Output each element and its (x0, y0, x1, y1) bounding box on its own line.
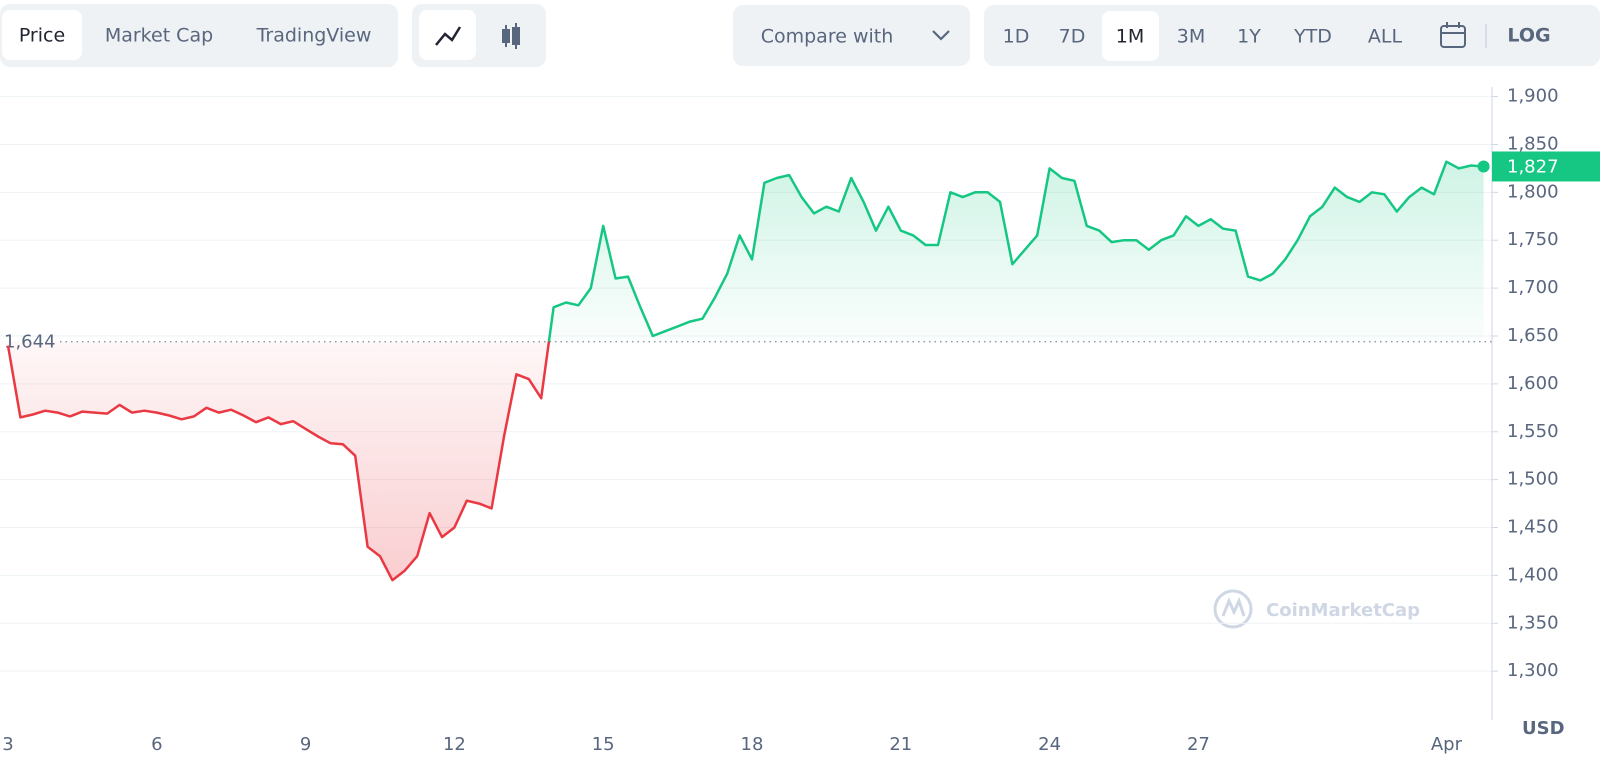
tab[interactable]: Price (19, 25, 65, 47)
x-tick-label: 27 (1187, 734, 1210, 755)
last-point (1477, 160, 1490, 173)
watermark-logo (1213, 589, 1253, 629)
unit-label: USD (1522, 718, 1565, 739)
x-tick-label: Apr (1431, 734, 1463, 755)
log-button[interactable]: LOG (1507, 25, 1550, 47)
y-tick-label: 1,750 (1507, 229, 1559, 250)
tab[interactable]: TradingView (256, 25, 372, 47)
chevron (932, 30, 950, 41)
x-tick-label: 6 (151, 734, 162, 755)
x-tick-label: 3 (2, 734, 13, 755)
compare-label[interactable]: Compare with (761, 26, 894, 48)
y-tick-label: 1,900 (1507, 86, 1559, 107)
x-tick-label: 18 (741, 734, 764, 755)
range-button[interactable]: ALL (1368, 26, 1403, 48)
x-tick-label: 9 (300, 734, 311, 755)
x-tick-label: 24 (1038, 734, 1061, 755)
candle-icon[interactable] (502, 23, 520, 49)
line-icon (435, 26, 462, 46)
tab[interactable]: Market Cap (105, 25, 213, 47)
calendar-icon[interactable] (1440, 22, 1466, 48)
y-tick-label: 1,550 (1507, 421, 1559, 442)
y-tick-label: 1,800 (1507, 181, 1559, 202)
price-tag-label: 1,827 (1507, 156, 1559, 177)
range-active (1102, 11, 1159, 61)
y-tick-label: 1,500 (1507, 469, 1559, 490)
area (8, 161, 1484, 581)
y-tick-label: 1,600 (1507, 373, 1559, 394)
x-tick-label: 15 (592, 734, 615, 755)
y-tick-label: 1,350 (1507, 612, 1559, 633)
y-tick-label: 1,450 (1507, 517, 1559, 538)
range-button[interactable]: 1Y (1237, 26, 1261, 48)
price-tag (1492, 151, 1600, 182)
range-button[interactable]: 3M (1177, 26, 1205, 48)
tab-active (2, 10, 82, 60)
range-button[interactable]: 1M (1116, 26, 1144, 48)
price-line (6, 160, 1484, 582)
x-tick-label: 21 (889, 734, 912, 755)
tab-group (0, 4, 398, 67)
baseline-label: 1,644 (4, 332, 56, 353)
y-tick-label: 1,400 (1507, 564, 1559, 585)
y-tick-label: 1,700 (1507, 277, 1559, 298)
compare-box[interactable] (733, 5, 970, 66)
range-button[interactable]: 7D (1059, 26, 1086, 48)
y-tick-label: 1,300 (1507, 660, 1559, 681)
x-tick-label: 12 (443, 734, 466, 755)
watermark: CoinMarketCap (1266, 600, 1420, 621)
y-tick-label: 1,850 (1507, 133, 1559, 154)
y-tick-label: 1,650 (1507, 325, 1559, 346)
range-button[interactable]: 1D (1003, 26, 1030, 48)
range-button[interactable]: YTD (1293, 26, 1332, 48)
